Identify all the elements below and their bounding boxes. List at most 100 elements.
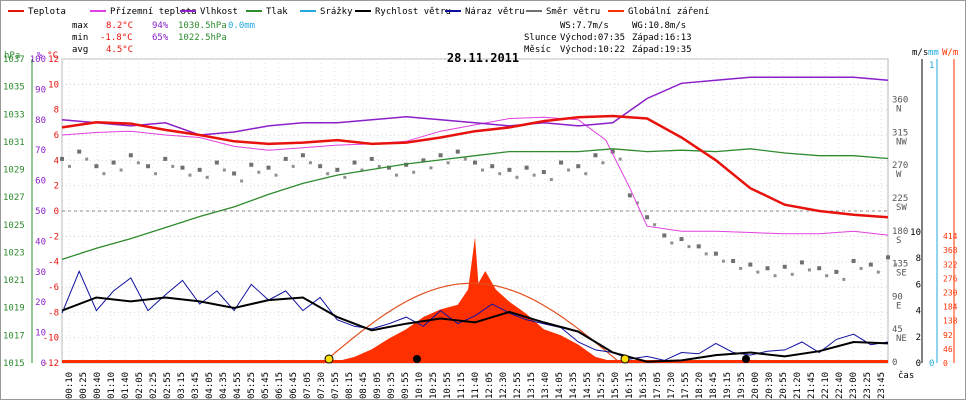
legend-label: Tlak (266, 7, 288, 17)
series-direction-point (868, 262, 873, 267)
y-tick-dir: 270 (892, 161, 908, 171)
y-tick-pct: 60 (35, 177, 46, 187)
y-tick-wm: 276 (943, 274, 958, 283)
sun-rise: Východ:07:35 (560, 33, 625, 43)
x-tick-label: 20:30 (765, 372, 775, 399)
x-tick-label: 21:20 (793, 372, 803, 399)
series-direction-point (146, 164, 151, 169)
y-tick-wm: 184 (943, 303, 958, 312)
y-tick-hpa: 1017 (3, 331, 25, 341)
series-direction-point (696, 244, 701, 249)
series-direction-point (567, 168, 571, 172)
x-tick-label: 23:00 (849, 372, 859, 399)
x-tick-label: 22:10 (821, 372, 831, 399)
series-direction-point (610, 149, 615, 154)
legend-label: Srážky (320, 7, 353, 17)
moonrise-marker (413, 355, 421, 363)
x-tick-label: 17:05 (653, 372, 663, 399)
wind-speed-info: WS:7.7m/s (560, 21, 609, 31)
series-direction-point (721, 259, 725, 263)
series-direction-point (463, 157, 467, 161)
series-direction-point (524, 165, 529, 170)
clear-sky-radiation-arc (322, 282, 620, 364)
series-direction-point (300, 153, 305, 158)
y-tick-hpa: 1025 (3, 221, 25, 231)
series-direction-point (627, 193, 632, 198)
y-tick-hpa: 1031 (3, 138, 25, 148)
x-tick-label: 13:40 (541, 372, 551, 399)
series-direction-point (163, 156, 168, 161)
series-direction-point (662, 233, 667, 238)
y-tick-ms: 10 (910, 228, 921, 238)
series-direction-point (446, 161, 450, 165)
y-tick-dir: 0 (892, 358, 897, 368)
y-tick-wm: 46 (943, 345, 953, 354)
x-tick-label: 03:45 (191, 372, 201, 399)
y-tick-wm: 322 (943, 260, 958, 269)
axis-unit-wm: W/m (942, 48, 958, 58)
x-tick-label: 10:25 (429, 372, 439, 399)
y-tick-ms: 8 (916, 254, 921, 264)
stat-label: max (72, 21, 89, 31)
x-tick-label: 14:35 (569, 372, 579, 399)
series-direction-point (842, 277, 846, 281)
x-tick-label: 08:45 (359, 372, 369, 399)
y-tick-mm: 0 (929, 359, 934, 369)
y-tick-wm: 0 (943, 359, 948, 368)
series-direction-point (60, 156, 64, 161)
series-direction-point (576, 164, 581, 169)
moon-label: Měsíc (524, 45, 551, 55)
moon-rise: Východ:10:22 (560, 45, 625, 55)
y-tick-temp: -4 (48, 258, 59, 268)
stat-value: -1.8°C (100, 33, 133, 43)
y-tick-pct: 50 (35, 207, 46, 217)
series-direction-point (421, 158, 426, 163)
x-tick-label: 07:05 (303, 372, 313, 399)
y-tick-pct: 40 (35, 237, 46, 247)
series-direction-point (593, 153, 598, 158)
series-direction-point (834, 269, 839, 274)
series-direction-point (713, 251, 718, 256)
y-tick-temp: 10 (48, 80, 59, 90)
series-direction-point (515, 175, 519, 179)
series-direction-point (394, 173, 398, 177)
series-direction-point (481, 168, 484, 172)
x-tick-label: 18:45 (709, 372, 719, 399)
series-direction-point (412, 170, 416, 174)
x-tick-label: 17:55 (681, 372, 691, 399)
series-direction-point (790, 272, 794, 276)
legend-label: Přízemní teplota (110, 7, 197, 17)
series-direction-point (825, 274, 829, 278)
series-gust-line (61, 270, 889, 361)
series-direction-point (360, 168, 364, 172)
x-tick-label: 04:35 (219, 372, 229, 399)
y-tick-pct: 100 (30, 55, 46, 65)
series-direction-point (197, 167, 202, 172)
x-tick-label: 02:55 (163, 372, 173, 399)
y-tick-temp: -8 (48, 308, 59, 318)
legend-label: Směr větru (546, 7, 600, 17)
y-tick-hpa: 1027 (3, 193, 25, 203)
stat-value: 65% (152, 33, 169, 43)
series-direction-point (119, 168, 123, 172)
x-tick-label: 01:40 (121, 372, 131, 399)
series-direction-point (687, 245, 691, 249)
series-direction-point (274, 173, 278, 177)
x-tick-label: 00:40 (93, 372, 103, 399)
legend-label: Globální záření (628, 7, 709, 17)
stat-label: avg (72, 45, 88, 55)
x-tick-label: 15:25 (597, 372, 607, 399)
series-direction-point (455, 149, 460, 154)
axis-unit-temp: °C (47, 51, 58, 61)
x-tick-label: 20:55 (779, 372, 789, 399)
y-tick-wm: 138 (943, 317, 958, 326)
y-tick-temp: -2 (48, 232, 59, 242)
series-direction-point (894, 263, 897, 267)
series-wind-line (61, 296, 889, 363)
series-direction-point (679, 237, 684, 242)
stat-value: 1022.5hPa (178, 33, 227, 43)
series-direction-point (704, 252, 708, 256)
legend-label: Vlhkost (200, 7, 238, 17)
y-tick-dir: 45 (892, 325, 903, 335)
